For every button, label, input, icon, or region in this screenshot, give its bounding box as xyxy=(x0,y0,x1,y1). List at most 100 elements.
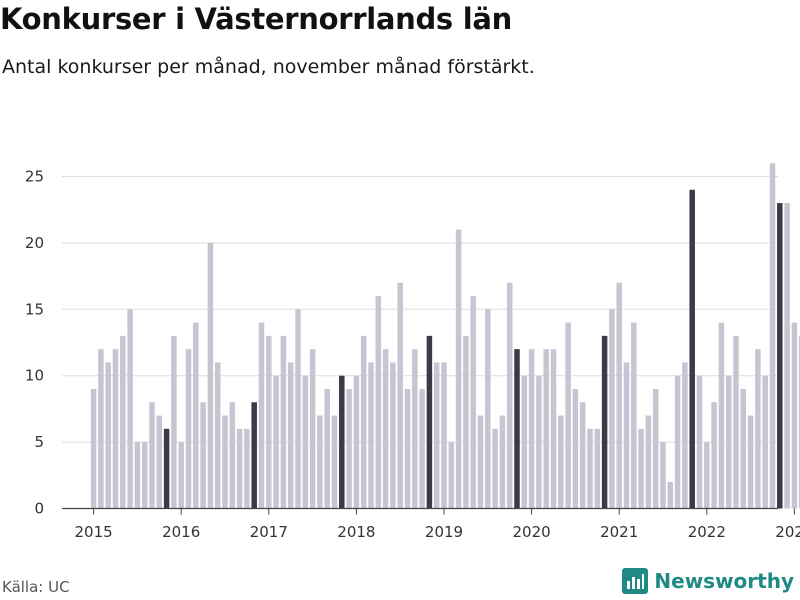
x-tick-label: 2018 xyxy=(337,523,375,541)
bar xyxy=(382,349,389,509)
bar xyxy=(499,415,506,509)
bar xyxy=(295,309,301,509)
bar xyxy=(127,309,133,509)
brand-logo: Newsworthy xyxy=(622,568,794,594)
bar xyxy=(725,375,732,509)
chart-title: Konkurser i Västernorrlands län xyxy=(0,2,512,36)
x-tick-label: 2017 xyxy=(250,523,288,541)
bar xyxy=(470,296,476,509)
bar xyxy=(485,309,491,509)
bar xyxy=(273,375,279,509)
bar xyxy=(579,402,586,509)
bar xyxy=(251,402,257,509)
x-tick-label: 2021 xyxy=(600,523,638,541)
bar xyxy=(558,415,564,509)
x-tick-label: 2020 xyxy=(513,523,551,541)
bar xyxy=(309,349,316,509)
source-note: Källa: UC xyxy=(2,578,70,596)
bar xyxy=(718,322,725,509)
bar xyxy=(236,428,243,509)
bar xyxy=(156,415,163,509)
bar xyxy=(696,375,703,509)
x-axis: 2015 2016 2017 2018 2019 2020 2021 2022 2023 xyxy=(62,507,800,541)
bar xyxy=(134,442,141,509)
bar xyxy=(550,349,557,509)
bar xyxy=(674,375,681,509)
bar xyxy=(755,349,761,509)
y-tick-label: 0 xyxy=(34,500,44,518)
bar xyxy=(609,309,615,509)
bars xyxy=(90,163,800,509)
y-axis-ticks: 0 5 10 15 20 25 xyxy=(25,168,44,518)
bar xyxy=(506,282,513,509)
bar xyxy=(171,335,177,509)
bar xyxy=(360,335,367,509)
y-tick-label: 25 xyxy=(25,168,44,186)
bar xyxy=(565,322,571,509)
bar xyxy=(426,335,433,509)
bar xyxy=(120,335,126,509)
bar xyxy=(689,189,695,509)
bar xyxy=(536,375,542,509)
bar xyxy=(762,375,768,509)
bar xyxy=(390,362,396,509)
bar xyxy=(229,402,236,509)
bar xyxy=(280,335,287,509)
bar xyxy=(777,203,783,509)
bar xyxy=(244,428,250,509)
x-tick-label: 2023 xyxy=(775,523,800,541)
bar xyxy=(90,388,97,509)
bar xyxy=(193,322,199,509)
bar xyxy=(448,442,455,509)
bar xyxy=(477,415,484,509)
bar xyxy=(346,388,352,509)
bar xyxy=(682,362,688,509)
bar xyxy=(791,322,798,509)
bar xyxy=(543,349,549,509)
bar xyxy=(587,428,593,509)
bar xyxy=(638,428,644,509)
bar xyxy=(616,282,622,509)
x-tick-label: 2019 xyxy=(425,523,463,541)
bar xyxy=(339,375,345,509)
brand-name: Newsworthy xyxy=(654,569,794,593)
bar xyxy=(302,375,309,509)
bar xyxy=(704,442,710,509)
x-tick-label: 2015 xyxy=(75,523,113,541)
bar xyxy=(214,362,221,509)
x-tick-label: 2022 xyxy=(688,523,726,541)
y-tick-label: 20 xyxy=(25,234,44,252)
bar xyxy=(601,335,608,509)
bar xyxy=(441,362,447,509)
y-tick-label: 5 xyxy=(34,433,44,451)
y-tick-label: 15 xyxy=(25,300,44,318)
bar xyxy=(258,322,265,509)
bar xyxy=(711,402,717,509)
bar xyxy=(747,415,754,509)
bar xyxy=(200,402,206,509)
bar xyxy=(353,375,360,509)
bar xyxy=(419,388,425,509)
bar xyxy=(324,388,330,509)
bar xyxy=(368,362,374,509)
chart-subtitle: Antal konkurser per månad, november måna… xyxy=(2,56,535,78)
bar xyxy=(178,442,184,509)
bar xyxy=(769,163,776,509)
bar xyxy=(645,415,652,509)
x-tick-label: 2016 xyxy=(162,523,200,541)
bar xyxy=(287,362,294,509)
bar xyxy=(521,375,528,509)
bar xyxy=(222,415,228,509)
bar xyxy=(740,388,747,509)
bar xyxy=(455,229,462,509)
bar xyxy=(112,349,119,509)
bar xyxy=(652,388,659,509)
bar xyxy=(163,428,170,509)
bar xyxy=(631,322,637,509)
bar xyxy=(514,349,520,509)
bar xyxy=(331,415,338,509)
bar xyxy=(667,481,674,509)
bar xyxy=(317,415,323,509)
bar xyxy=(572,388,579,509)
bar xyxy=(528,349,535,509)
